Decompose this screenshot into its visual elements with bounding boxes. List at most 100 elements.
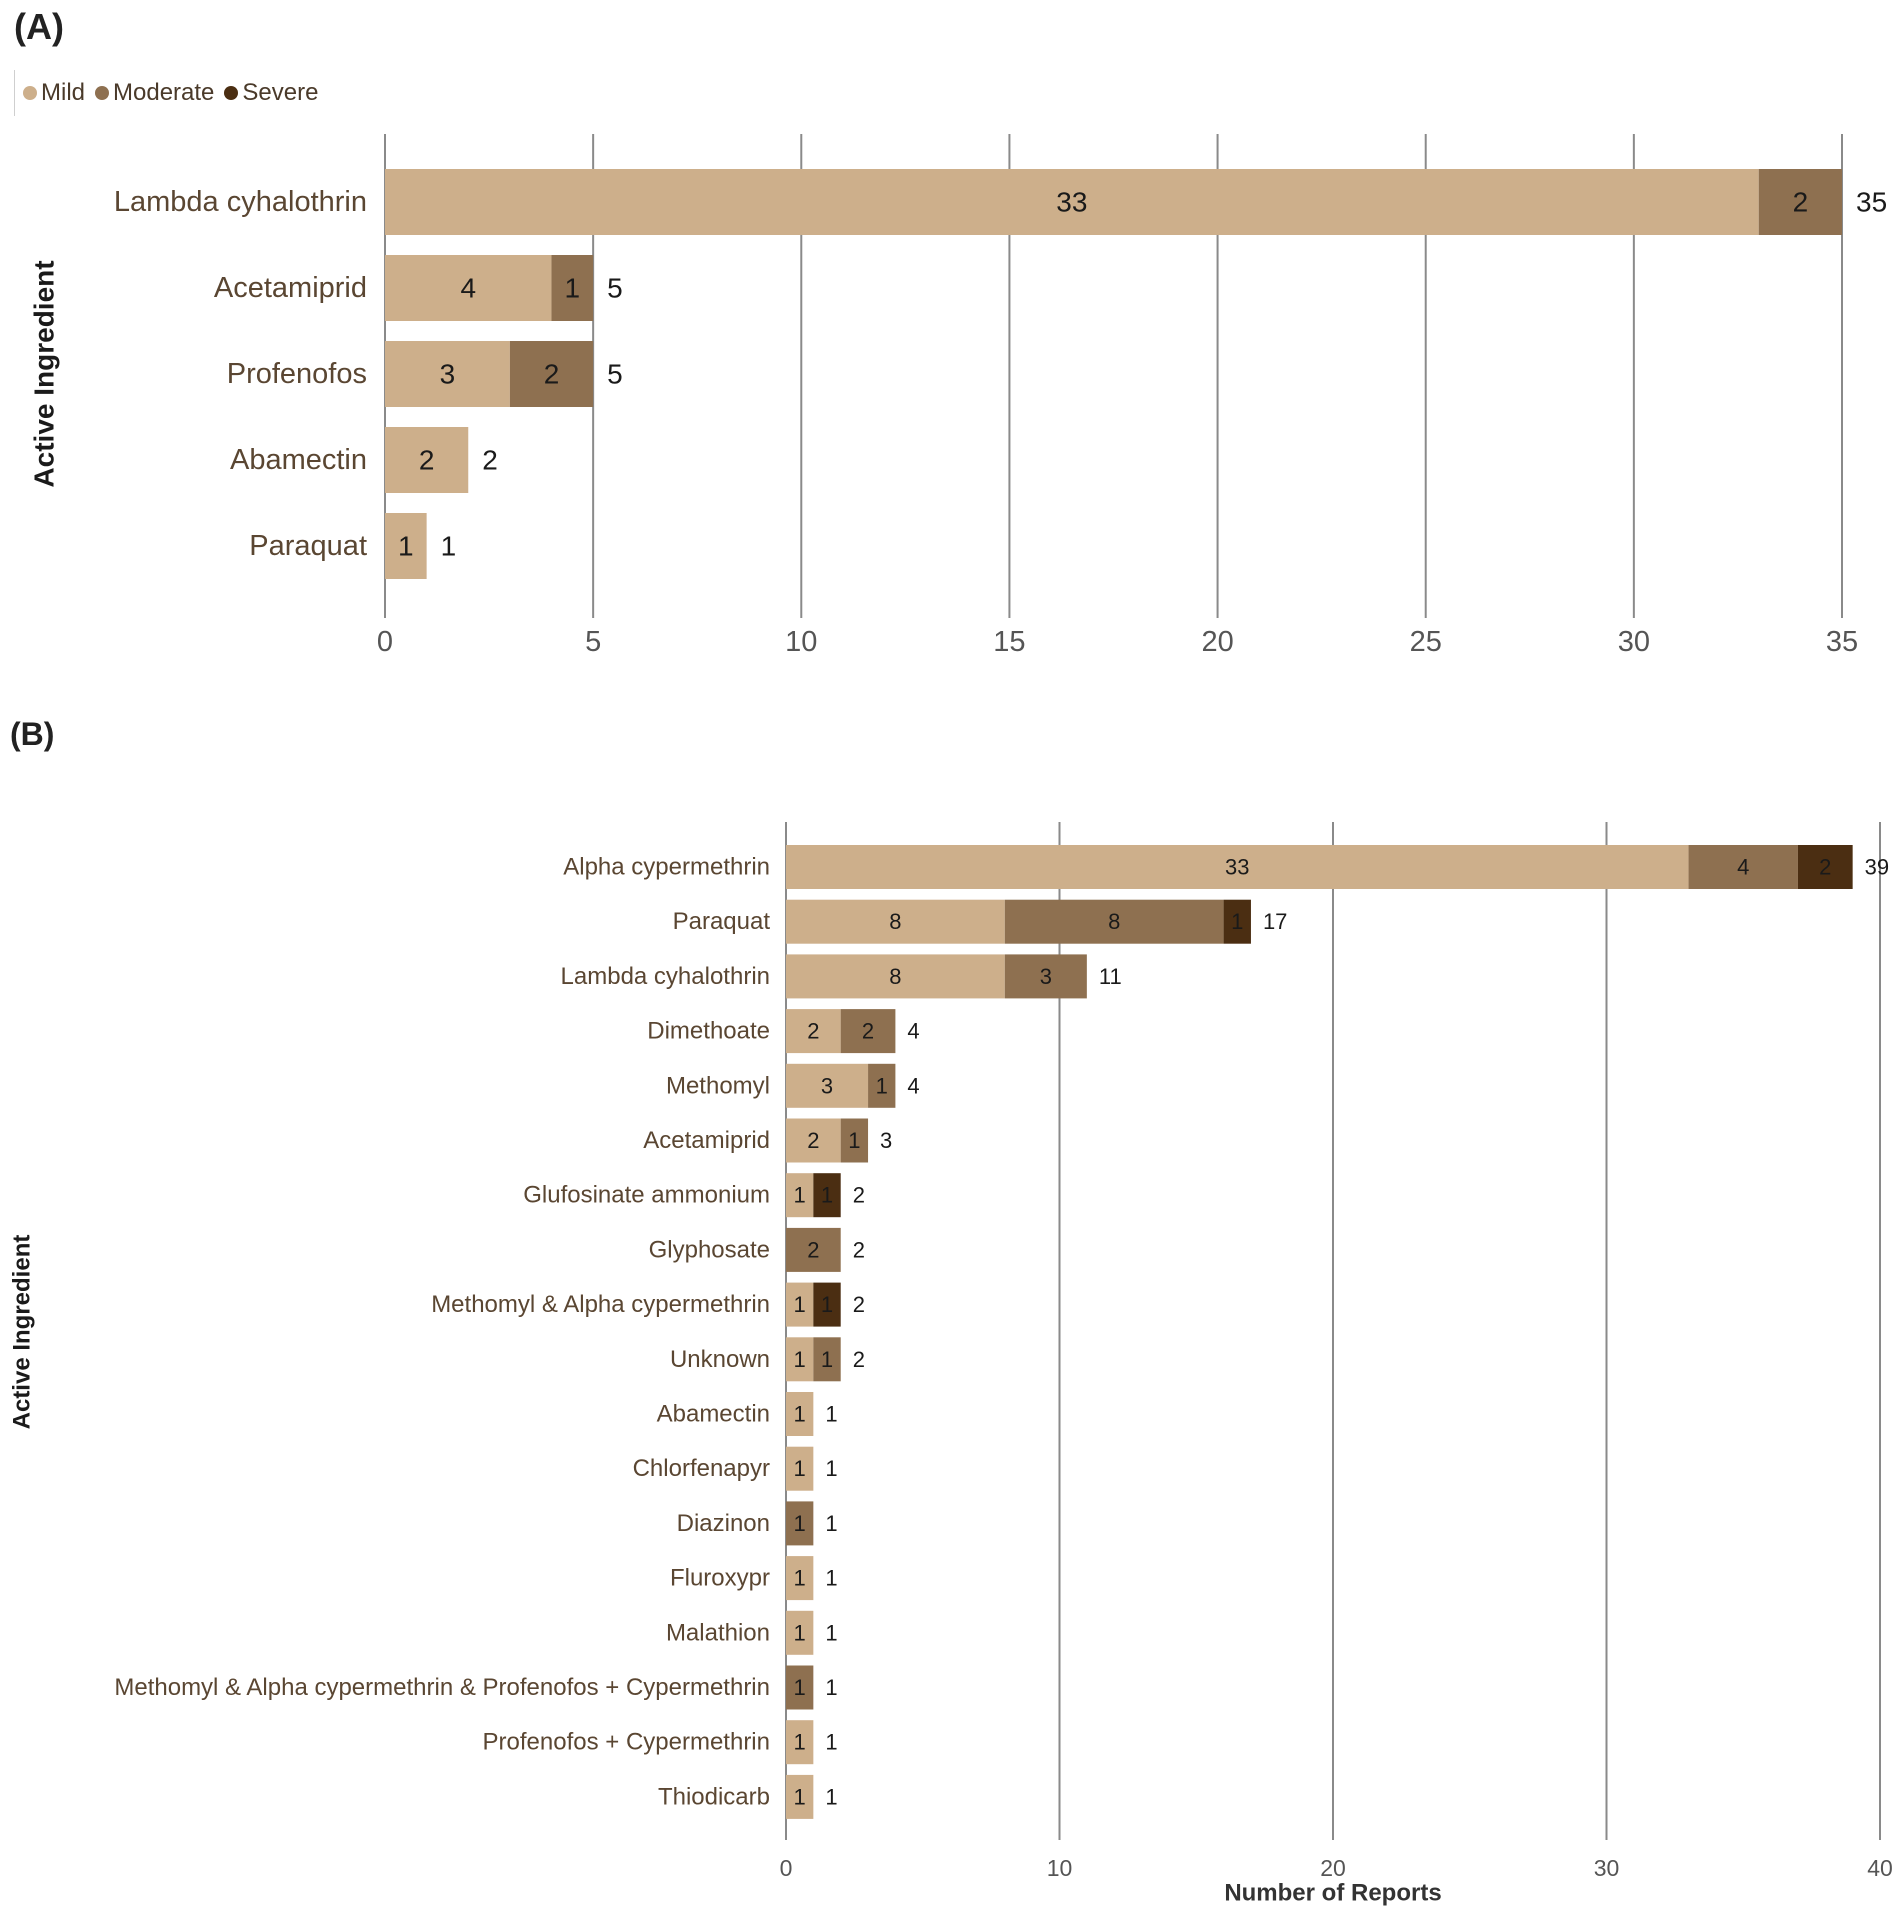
data-label-moderate-lambda-cyhalothrin: 2: [1793, 187, 1809, 218]
legend-label-severe: Severe: [242, 79, 319, 106]
bar-moderate-lambda-cyhalothrin: [1004, 954, 1087, 999]
data-label-mild-methomyl-alpha-cypermethrin: 1: [794, 1292, 806, 1317]
category-label-paraquat: Paraquat: [249, 530, 367, 562]
category-label-glufosinate-ammonium: Glufosinate ammonium: [523, 1182, 770, 1209]
bar-mild-lambda-cyhalothrin: [786, 954, 1005, 999]
data-label-mild-paraquat: 1: [398, 531, 414, 562]
category-label-lambda-cyhalothrin: Lambda cyhalothrin: [114, 186, 367, 218]
bar-mild-acetamiprid: [786, 1118, 841, 1163]
x-tick-label-20: 20: [1320, 1855, 1346, 1881]
legend-marker-moderate: [95, 86, 110, 100]
bar-moderate-methomyl-alpha-cypermethrin-profenofos-cypermethrin: [786, 1665, 814, 1710]
category-label-glyphosate: Glyphosate: [649, 1236, 770, 1263]
data-label-mild-acetamiprid: 4: [460, 273, 476, 304]
data-label-mild-dimethoate: 2: [807, 1019, 819, 1044]
total-label-unknown: 2: [853, 1347, 865, 1372]
data-label-moderate-lambda-cyhalothrin: 3: [1040, 964, 1052, 989]
legend-item-severe: Severe: [224, 79, 318, 107]
total-label-diazinon: 1: [825, 1511, 837, 1536]
total-label-profenofos: 5: [607, 359, 623, 390]
data-label-mild-glufosinate-ammonium: 1: [794, 1183, 806, 1208]
chart-legend: Mild Moderate Severe: [14, 70, 318, 116]
category-label-methomyl-alpha-cypermethrin-profenofos-cypermethrin: Methomyl & Alpha cypermethrin & Profenof…: [114, 1674, 770, 1701]
bar-severe-alpha-cypermethrin: [1797, 845, 1853, 889]
bar-moderate-methomyl: [868, 1063, 896, 1108]
total-label-lambda-cyhalothrin: 11: [1099, 964, 1122, 989]
category-label-abamectin: Abamectin: [657, 1401, 770, 1428]
total-label-methomyl-alpha-cypermethrin: 2: [853, 1292, 865, 1317]
data-label-mild-abamectin: 1: [794, 1402, 806, 1427]
bar-moderate-alpha-cypermethrin: [1688, 845, 1798, 889]
bar-moderate-profenofos: [509, 341, 594, 407]
legend-item-mild: Mild: [23, 79, 85, 107]
total-label-acetamiprid: 3: [880, 1128, 892, 1153]
data-label-mild-malathion: 1: [794, 1620, 806, 1645]
data-label-moderate-methomyl: 1: [876, 1073, 888, 1098]
bar-mild-profenofos-cypermethrin: [786, 1720, 814, 1765]
panel-a-label: (A): [14, 6, 64, 47]
category-label-thiodicarb: Thiodicarb: [658, 1783, 770, 1810]
x-tick-label-30: 30: [1594, 1855, 1620, 1881]
total-label-glyphosate: 2: [853, 1237, 865, 1262]
x-tick-label-40: 40: [1867, 1855, 1893, 1881]
bar-moderate-diazinon: [786, 1501, 814, 1546]
legend-item-moderate: Moderate: [95, 79, 214, 107]
category-label-paraquat: Paraquat: [673, 908, 771, 935]
total-label-malathion: 1: [825, 1620, 837, 1645]
total-label-dimethoate: 4: [907, 1019, 919, 1044]
data-label-mild-profenofos: 3: [440, 359, 456, 390]
x-tick-label-20: 20: [1201, 626, 1233, 658]
x-axis-title: Number of Reports: [1224, 1880, 1441, 1907]
bar-mild-paraquat: [385, 513, 427, 579]
bar-mild-dimethoate: [786, 1009, 841, 1054]
x-tick-label-5: 5: [585, 626, 601, 658]
bar-mild-abamectin: [786, 1392, 814, 1436]
total-label-profenofos-cypermethrin: 1: [825, 1730, 837, 1755]
total-label-paraquat: 17: [1263, 909, 1287, 934]
category-label-acetamiprid: Acetamiprid: [643, 1127, 770, 1154]
bar-moderate-acetamiprid: [551, 255, 594, 321]
bar-mild-profenofos: [385, 341, 510, 407]
total-label-chlorfenapyr: 1: [825, 1456, 837, 1481]
bar-mild-lambda-cyhalothrin: [385, 169, 1759, 235]
bar-mild-malathion: [786, 1610, 814, 1655]
bar-severe-paraquat: [1223, 899, 1251, 944]
bar-moderate-dimethoate: [840, 1009, 896, 1054]
bar-mild-chlorfenapyr: [786, 1446, 814, 1491]
data-label-mild-lambda-cyhalothrin: 33: [1056, 187, 1087, 218]
category-label-acetamiprid: Acetamiprid: [214, 272, 367, 304]
data-label-severe-paraquat: 1: [1231, 909, 1243, 934]
total-label-methomyl: 4: [907, 1073, 919, 1098]
data-label-mild-fluroxypr: 1: [794, 1566, 806, 1591]
category-label-chlorfenapyr: Chlorfenapyr: [633, 1455, 770, 1482]
category-label-unknown: Unknown: [670, 1346, 770, 1373]
data-label-mild-methomyl: 3: [821, 1073, 833, 1098]
category-label-malathion: Malathion: [666, 1619, 770, 1646]
category-label-profenofos-cypermethrin: Profenofos + Cypermethrin: [483, 1729, 770, 1756]
data-label-mild-thiodicarb: 1: [794, 1784, 806, 1809]
legend-marker-mild: [23, 86, 37, 100]
bar-mild-methomyl: [786, 1063, 869, 1108]
bar-mild-methomyl-alpha-cypermethrin: [786, 1282, 814, 1327]
bar-mild-alpha-cypermethrin: [786, 845, 1689, 889]
data-label-mild-unknown: 1: [794, 1347, 806, 1372]
x-tick-label-0: 0: [377, 626, 393, 658]
panel-b-label: (B): [10, 716, 55, 752]
data-label-moderate-acetamiprid: 1: [848, 1128, 860, 1153]
total-label-glufosinate-ammonium: 2: [853, 1183, 865, 1208]
total-label-thiodicarb: 1: [825, 1784, 837, 1809]
bar-moderate-glyphosate: [786, 1227, 841, 1272]
data-label-mild-abamectin: 2: [419, 445, 435, 476]
data-label-moderate-alpha-cypermethrin: 4: [1737, 855, 1749, 880]
bar-moderate-lambda-cyhalothrin: [1758, 169, 1842, 235]
category-label-profenofos: Profenofos: [227, 358, 367, 390]
x-tick-label-10: 10: [1047, 1855, 1073, 1881]
category-label-methomyl-alpha-cypermethrin: Methomyl & Alpha cypermethrin: [431, 1291, 770, 1318]
bar-mild-unknown: [786, 1337, 814, 1382]
data-label-mild-profenofos-cypermethrin: 1: [794, 1730, 806, 1755]
bar-mild-glufosinate-ammonium: [786, 1173, 814, 1218]
y-axis-title: Active Ingredient: [29, 260, 60, 487]
total-label-methomyl-alpha-cypermethrin-profenofos-cypermethrin: 1: [825, 1675, 837, 1700]
